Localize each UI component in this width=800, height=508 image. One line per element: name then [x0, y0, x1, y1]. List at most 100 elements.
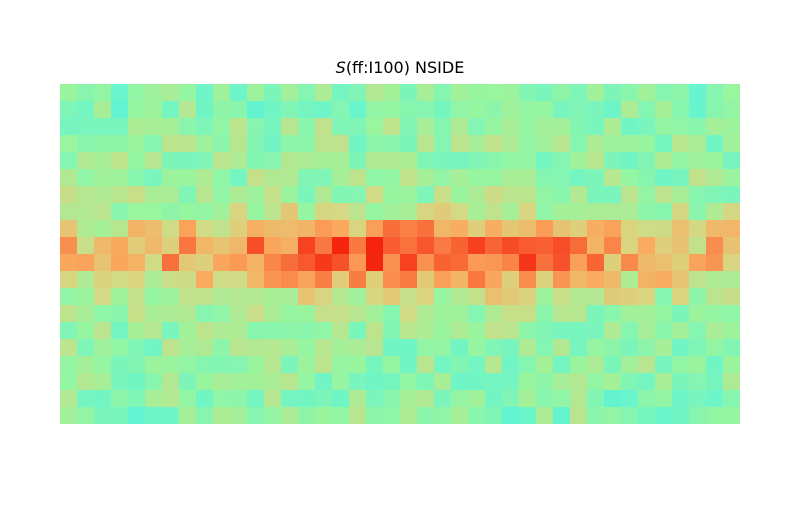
heatmap-cell — [587, 254, 605, 272]
heatmap-cell — [468, 407, 486, 424]
heatmap-cell — [638, 220, 656, 238]
heatmap-cell — [621, 237, 639, 255]
heatmap-cell — [77, 84, 95, 102]
heatmap-cell — [145, 169, 163, 187]
heatmap-cell — [60, 288, 78, 306]
heatmap-cell — [77, 169, 95, 187]
heatmap-cell — [349, 271, 367, 289]
heatmap-cell — [366, 390, 384, 408]
heatmap-cell — [332, 356, 350, 374]
heatmap-cell — [655, 322, 673, 340]
heatmap-cell — [77, 254, 95, 272]
heatmap-cell — [638, 339, 656, 357]
heatmap-cell — [332, 271, 350, 289]
heatmap-cell — [485, 186, 503, 204]
heatmap-cell — [655, 101, 673, 119]
heatmap-cell — [434, 305, 452, 323]
heatmap-cell — [451, 101, 469, 119]
heatmap-cell — [621, 135, 639, 153]
heatmap-cell — [332, 203, 350, 221]
heatmap-cell — [553, 203, 571, 221]
heatmap-cell — [519, 339, 537, 357]
heatmap-cell — [77, 237, 95, 255]
heatmap-cell — [145, 135, 163, 153]
heatmap-cell — [264, 254, 282, 272]
heatmap-cell — [587, 152, 605, 170]
heatmap-cell — [400, 118, 418, 136]
heatmap-cell — [196, 186, 214, 204]
heatmap-cell — [451, 152, 469, 170]
heatmap-cell — [519, 101, 537, 119]
heatmap-cell — [400, 288, 418, 306]
heatmap-cell — [638, 101, 656, 119]
heatmap-cell — [366, 373, 384, 391]
heatmap-cell — [468, 288, 486, 306]
heatmap-cell — [451, 407, 469, 424]
heatmap-cell — [400, 407, 418, 424]
heatmap-cell — [264, 288, 282, 306]
heatmap-cell — [230, 169, 248, 187]
heatmap-cell — [655, 203, 673, 221]
heatmap-cell — [94, 186, 112, 204]
heatmap-cell — [128, 152, 146, 170]
heatmap-cell — [111, 101, 129, 119]
heatmap-cell — [111, 390, 129, 408]
heatmap-cell — [706, 339, 724, 357]
heatmap-cell — [638, 322, 656, 340]
heatmap-cell — [417, 390, 435, 408]
heatmap-cell — [706, 356, 724, 374]
heatmap-cell — [213, 220, 231, 238]
heatmap-cell — [723, 169, 740, 187]
heatmap-cell — [638, 84, 656, 102]
heatmap-cell — [94, 220, 112, 238]
heatmap-cell — [451, 305, 469, 323]
heatmap-cell — [94, 373, 112, 391]
heatmap-cell — [621, 271, 639, 289]
heatmap-cell — [655, 254, 673, 272]
heatmap-cell — [60, 135, 78, 153]
heatmap-cell — [264, 220, 282, 238]
heatmap-cell — [213, 407, 231, 424]
heatmap-cell — [213, 390, 231, 408]
heatmap-cell — [230, 390, 248, 408]
heatmap-cell — [400, 237, 418, 255]
heatmap-cell — [145, 84, 163, 102]
heatmap-cell — [128, 407, 146, 424]
heatmap-cell — [587, 288, 605, 306]
heatmap-cell — [128, 84, 146, 102]
heatmap-cell — [162, 271, 180, 289]
heatmap-cell — [536, 254, 554, 272]
heatmap-cell — [213, 271, 231, 289]
heatmap-cell — [281, 237, 299, 255]
heatmap-cell — [247, 84, 265, 102]
heatmap-cell — [434, 373, 452, 391]
heatmap-cell — [434, 203, 452, 221]
heatmap-cell — [468, 169, 486, 187]
heatmap-cell — [213, 288, 231, 306]
heatmap-cell — [400, 339, 418, 357]
heatmap-cell — [298, 220, 316, 238]
heatmap-cell — [298, 135, 316, 153]
heatmap-cell — [587, 203, 605, 221]
heatmap-cell — [196, 237, 214, 255]
heatmap-cell — [502, 390, 520, 408]
heatmap-cell — [468, 152, 486, 170]
heatmap-cell — [366, 288, 384, 306]
heatmap-cell — [77, 407, 95, 424]
heatmap-cell — [383, 84, 401, 102]
heatmap-cell — [451, 322, 469, 340]
heatmap-cell — [553, 339, 571, 357]
heatmap-cell — [621, 152, 639, 170]
heatmap-cell — [519, 186, 537, 204]
heatmap-cell — [162, 339, 180, 357]
heatmap-cell — [60, 254, 78, 272]
heatmap-cell — [553, 305, 571, 323]
heatmap-cell — [128, 237, 146, 255]
heatmap-cell — [264, 135, 282, 153]
heatmap-cell — [349, 305, 367, 323]
heatmap-cell — [230, 186, 248, 204]
heatmap-cell — [604, 407, 622, 424]
heatmap-cell — [604, 288, 622, 306]
heatmap-cell — [638, 152, 656, 170]
heatmap-cell — [128, 271, 146, 289]
